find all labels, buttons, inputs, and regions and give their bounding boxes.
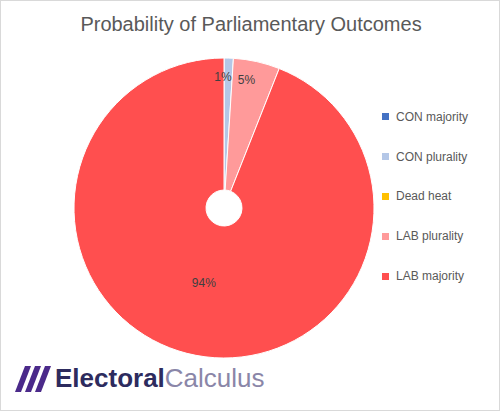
- html-text:Dead heat: Dead heat: [396, 189, 452, 204]
- html-text:LAB plurality: LAB plurality: [396, 229, 464, 244]
- html-text:LAB majority: LAB majority: [396, 269, 464, 284]
- svg-text:5%: 5%: [238, 73, 256, 87]
- svg-text:1%: 1%: [214, 70, 232, 84]
- html-text:CON majority: CON majority: [396, 109, 468, 124]
- html-text:Electoral Calculus: Electoral Calculus: [55, 363, 265, 393]
- html-text:Probability of Parliamentary O: Probability of Parliamentary Outcomes: [80, 13, 422, 35]
- html-text:CON plurality: CON plurality: [396, 149, 468, 164]
- svg-text:94%: 94%: [192, 276, 216, 290]
